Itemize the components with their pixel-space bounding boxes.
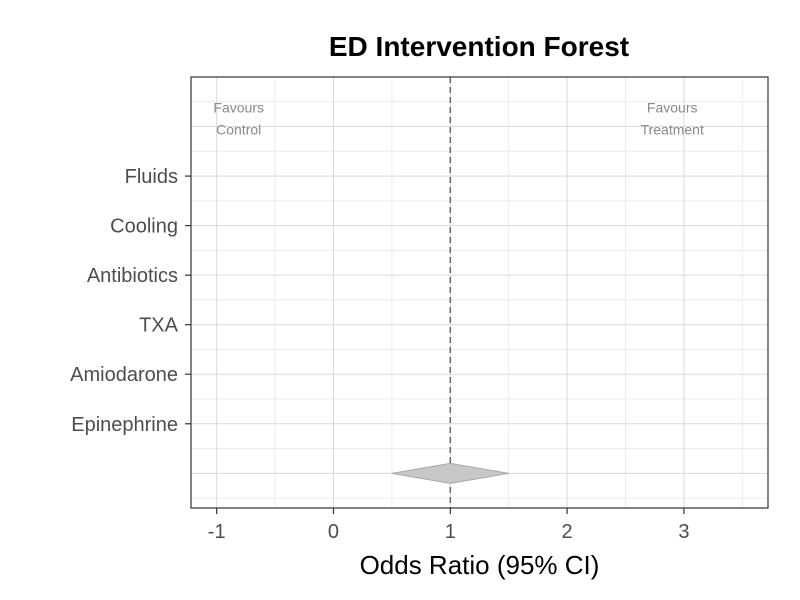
chart-title: ED Intervention Forest xyxy=(329,31,629,62)
y-axis: Fluids Cooling Antibiotics TXA Amiodarone Epi… xyxy=(70,166,191,436)
plot-panel-border xyxy=(190,76,769,509)
x-axis-label: Odds Ratio (95% CI) xyxy=(360,550,600,580)
x-tick-label: -1 xyxy=(208,521,226,543)
annotation-favours-treatment-line1: Favours xyxy=(647,100,698,116)
x-tick-label: 2 xyxy=(562,521,573,543)
summary-diamond xyxy=(391,462,509,484)
x-axis: -1 0 1 2 3 xyxy=(208,508,689,543)
x-tick-label: 3 xyxy=(678,521,689,543)
y-tick-label: Amiodarone xyxy=(70,364,178,386)
favour-annotations: Favours Control Favours Treatment xyxy=(213,100,704,138)
y-tick-label: TXA xyxy=(139,315,179,337)
annotation-favours-control-line1: Favours xyxy=(213,100,264,116)
y-tick-label: Cooling xyxy=(110,216,178,238)
annotation-favours-treatment-line2: Treatment xyxy=(641,122,704,138)
annotation-favours-control-line2: Control xyxy=(216,122,261,138)
y-tick-label: Epinephrine xyxy=(71,414,178,436)
grid-lines xyxy=(191,77,768,508)
y-tick-label: Antibiotics xyxy=(87,265,178,287)
y-tick-label: Fluids xyxy=(125,166,178,188)
x-tick-label: 1 xyxy=(445,521,456,543)
x-tick-label: 0 xyxy=(328,521,339,543)
